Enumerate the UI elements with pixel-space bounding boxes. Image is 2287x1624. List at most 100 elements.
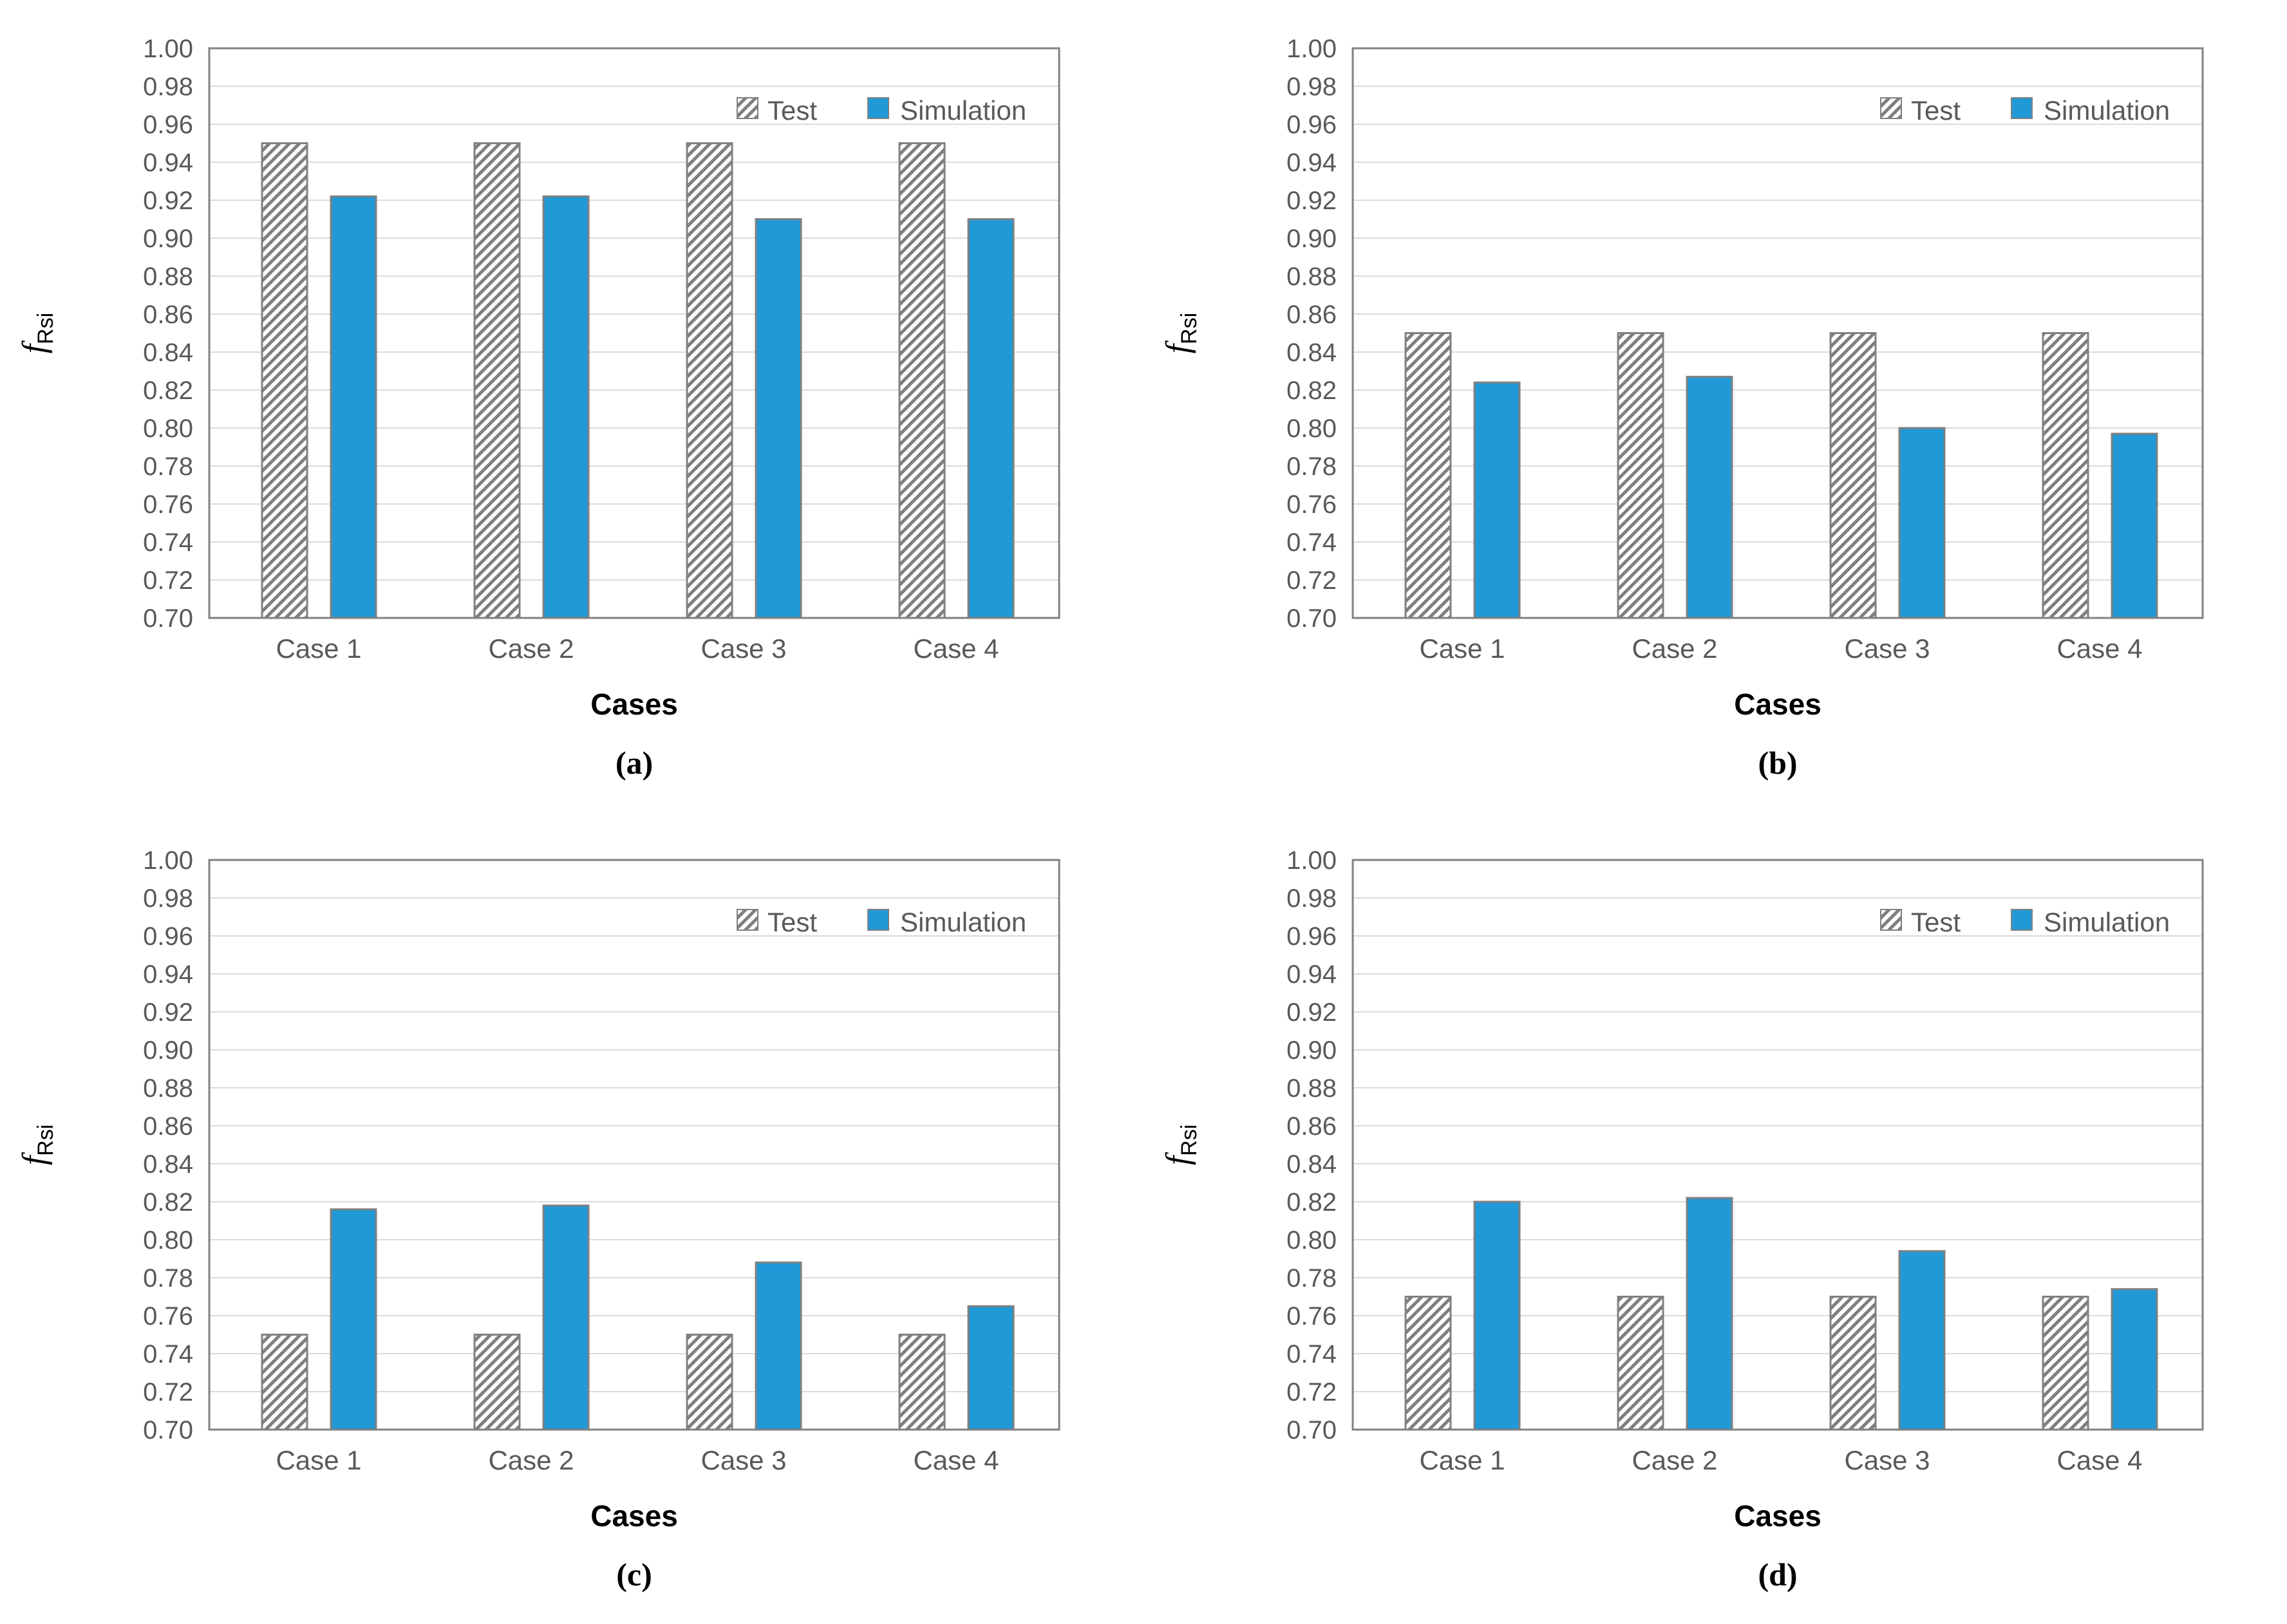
y-tick-label: 0.90 (143, 1036, 193, 1065)
y-tick-label: 0.70 (1286, 1416, 1337, 1444)
legend-test-label: Test (1911, 907, 1961, 937)
legend-test-label: Test (767, 907, 817, 937)
chart-a-caption: (a) (615, 745, 654, 781)
legend-simulation-swatch (2011, 909, 2033, 931)
y-tick-label: 0.86 (1286, 1112, 1337, 1141)
y-tick-label: 0.98 (143, 73, 193, 101)
y-tick-label: 0.82 (1286, 1188, 1337, 1217)
x-axis-title: Cases (590, 687, 678, 721)
y-tick-label: 0.88 (1286, 1074, 1337, 1103)
x-axis-title: Cases (590, 1499, 678, 1533)
simulation-bar (1898, 1250, 1946, 1431)
y-tick-label: 0.86 (1286, 301, 1337, 329)
simulation-bar (967, 218, 1015, 619)
y-tick-label: 0.70 (1286, 604, 1337, 633)
simulation-bar (542, 195, 590, 619)
y-tick-label: 0.72 (1286, 1378, 1337, 1406)
legend-simulation-swatch (867, 909, 889, 931)
test-bar (686, 142, 733, 619)
chart-b-caption: (b) (1758, 745, 1798, 781)
simulation-bar (330, 195, 377, 619)
y-tick-label: 0.98 (143, 884, 193, 913)
y-tick-label: 0.76 (1286, 490, 1337, 519)
x-category-label: Case 3 (701, 633, 786, 664)
y-tick-label: 0.84 (143, 1150, 193, 1179)
simulation-bar (1686, 375, 1733, 619)
simulation-bar (967, 1305, 1015, 1431)
legend-test-swatch (737, 909, 758, 931)
y-tick-label: 0.86 (143, 1112, 193, 1141)
test-bar (473, 142, 521, 619)
plot-border (1351, 47, 2204, 619)
simulation-bar (1473, 381, 1521, 619)
simulation-bar (2111, 433, 2158, 619)
x-category-label: Case 3 (1844, 1445, 1930, 1475)
y-tick-label: 0.88 (143, 1074, 193, 1103)
y-tick-label: 0.80 (1286, 1226, 1337, 1255)
y-tick-label: 0.96 (1286, 922, 1337, 951)
y-tick-label: 0.92 (143, 998, 193, 1027)
chart-b-canvas: Case 1 Case 2 Case 3 Case 4 0.70 0.72 0.74 0.76… (1160, 35, 2204, 721)
chart-c-caption: (c) (616, 1556, 652, 1592)
x-category-label: Case 3 (1844, 633, 1930, 664)
plot-border (1351, 859, 2204, 1431)
test-bar (1829, 332, 1877, 619)
chart-a-canvas: Case 1 Case 2 Case 3 Case 4 0.70 0.72 0.74 0.76… (16, 35, 1060, 721)
y-tick-label: 0.78 (1286, 1264, 1337, 1293)
y-tick-label: 0.82 (143, 377, 193, 405)
legend-test-label: Test (1911, 95, 1961, 126)
x-category-label: Case 2 (1632, 1445, 1717, 1475)
chart-c-canvas: Case 1 Case 2 Case 3 Case 4 0.70 0.72 0.74 0.76… (16, 846, 1060, 1533)
test-bar (2042, 1296, 2089, 1431)
y-tick-label: 0.72 (143, 1378, 193, 1406)
y-tick-label: 0.96 (1286, 111, 1337, 139)
simulation-bar (1473, 1200, 1521, 1431)
y-axis-title: fRsi (1160, 1125, 1201, 1166)
y-tick-label: 0.72 (1286, 566, 1337, 595)
x-category-label: Case 2 (488, 633, 574, 664)
chart-a-figure: Case 1 Case 2 Case 3 Case 4 0.70 0.72 0.74 0.76… (0, 0, 1144, 812)
y-tick-label: 0.94 (143, 149, 193, 177)
test-bar (473, 1334, 521, 1431)
simulation-bar (755, 1261, 802, 1431)
y-tick-label: 1.00 (1286, 846, 1337, 875)
legend-simulation-swatch (2011, 97, 2033, 119)
legend-test-swatch (737, 97, 758, 119)
x-category-label: Case 4 (2056, 1445, 2142, 1475)
test-bar (2042, 332, 2089, 619)
x-category-label: Case 4 (913, 633, 999, 664)
y-tick-label: 0.76 (143, 490, 193, 519)
plot-border (208, 47, 1060, 619)
y-tick-label: 0.90 (1286, 1036, 1337, 1065)
y-tick-label: 0.98 (1286, 73, 1337, 101)
chart-d-canvas: Case 1 Case 2 Case 3 Case 4 0.70 0.72 0.74 0.76… (1160, 846, 2204, 1533)
x-axis-title: Cases (1734, 1499, 1821, 1533)
simulation-bar (1898, 427, 1946, 619)
y-tick-label: 0.76 (143, 1302, 193, 1330)
x-category-label: Case 1 (276, 633, 361, 664)
y-tick-label: 0.84 (1286, 1150, 1337, 1179)
x-category-label: Case 2 (1632, 633, 1717, 664)
y-axis-title: fRsi (1160, 313, 1201, 354)
y-tick-label: 0.90 (1286, 225, 1337, 253)
y-tick-label: 0.74 (143, 528, 193, 557)
chart-d-figure: Case 1 Case 2 Case 3 Case 4 0.70 0.72 0.74 0.76… (1144, 812, 2287, 1623)
test-bar (1617, 332, 1664, 619)
test-bar (898, 1334, 946, 1431)
y-tick-label: 0.98 (1286, 884, 1337, 913)
y-tick-label: 0.80 (143, 1226, 193, 1255)
test-bar (686, 1334, 733, 1431)
y-tick-label: 0.92 (1286, 187, 1337, 215)
y-tick-label: 0.80 (143, 415, 193, 443)
test-bar (898, 142, 946, 619)
y-tick-label: 1.00 (143, 846, 193, 875)
y-tick-label: 0.88 (143, 263, 193, 291)
test-bar (261, 142, 308, 619)
legend-simulation-label: Simulation (900, 95, 1026, 126)
chart-b-figure: Case 1 Case 2 Case 3 Case 4 0.70 0.72 0.74 0.76… (1144, 0, 2287, 812)
legend-simulation-label: Simulation (2044, 95, 2170, 126)
x-category-label: Case 4 (2056, 633, 2142, 664)
y-tick-label: 0.82 (143, 1188, 193, 1217)
y-tick-label: 0.96 (143, 922, 193, 951)
